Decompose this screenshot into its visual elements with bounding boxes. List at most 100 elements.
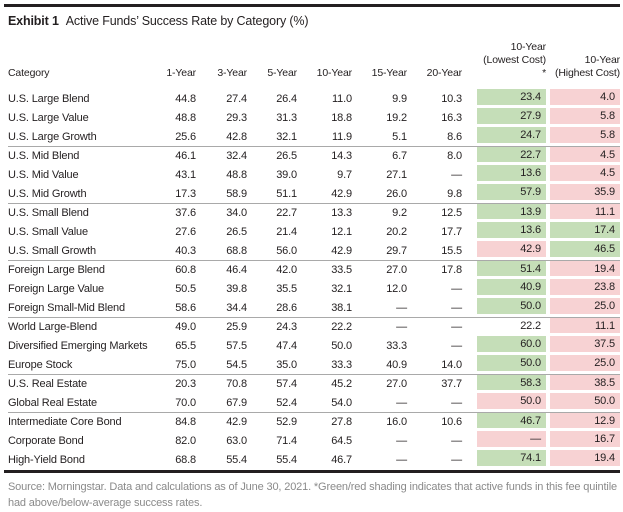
column-gap xyxy=(462,450,477,469)
value-cell: 57.4 xyxy=(247,374,297,393)
value-cell: 34.4 xyxy=(226,301,247,314)
value-cell: 9.9 xyxy=(392,92,407,105)
value-cell: — xyxy=(451,396,462,409)
lowest-cost-cell: 58.3 xyxy=(477,374,546,394)
table-row: Diversified Emerging Markets 65.5 57.5 47.4… xyxy=(8,336,620,356)
highest-cost-cell: 19.4 xyxy=(550,260,620,280)
column-gap xyxy=(462,165,477,184)
value-cell: — xyxy=(352,317,407,336)
lowest-cost-cell: 50.0 xyxy=(477,393,546,413)
table-row: U.S. Large Value 48.8 29.3 31.3 18.8 19.2 16.3… xyxy=(8,108,620,128)
value-cell: 57.5 xyxy=(226,339,247,352)
value-cell: 37.7 xyxy=(407,374,462,393)
column-gap xyxy=(462,146,477,165)
value-cell: 40.9 xyxy=(386,358,407,371)
category-cell: Global Real Estate xyxy=(8,396,98,409)
highest-cost-cell: 23.8 xyxy=(550,279,620,299)
value-cell: — xyxy=(451,168,462,181)
table-row: U.S. Mid Blend 46.1 32.4 26.5 14.3 6.7 8.0 22.7… xyxy=(8,146,620,166)
header-10-year-highest-cost: 10-Year (Highest Cost) xyxy=(550,41,620,89)
highest-cost-cell: 25.0 xyxy=(550,355,620,375)
column-gap xyxy=(462,203,477,222)
value-cell: 51.1 xyxy=(276,187,297,200)
column-gap xyxy=(546,412,550,431)
lowest-cost-cell: 74.1 xyxy=(477,450,546,470)
header-5-year: 5-Year xyxy=(267,67,297,80)
highest-cost-cell: 37.5 xyxy=(550,336,620,356)
source-note-line1: Source: Morningstar. Data and calculatio… xyxy=(8,481,617,494)
column-gap xyxy=(546,317,550,336)
highest-cost-cell: 38.5 xyxy=(550,374,620,394)
header-category: Category xyxy=(8,67,50,80)
table-row: Europe Stock 75.0 54.5 35.0 33.3 40.9 14.0 50.0… xyxy=(8,355,620,375)
table-row: High-Yield Bond 68.8 55.4 55.4 46.7 — — 74.1 19.… xyxy=(8,450,620,470)
table-row: Foreign Small-Mid Blend 58.6 34.4 28.6 38.1 —… xyxy=(8,298,620,318)
value-cell: 70.8 xyxy=(196,374,247,393)
success-rate-table: Category 1-Year 3-Year 5-Year 10-Year 15… xyxy=(8,41,620,470)
value-cell: 9.7 xyxy=(337,168,352,181)
lowest-cost-cell: 51.4 xyxy=(477,260,546,280)
value-cell: 22.2 xyxy=(297,317,352,336)
value-cell: 32.1 xyxy=(276,130,297,143)
exhibit-title: Exhibit 1 Active Funds’ Success Rate by C… xyxy=(8,14,620,28)
lowest-cost-cell: 13.6 xyxy=(477,165,546,185)
value-cell: 42.9 xyxy=(331,244,352,257)
highest-cost-cell: 50.0 xyxy=(550,393,620,413)
value-cell: 26.5 xyxy=(226,225,247,238)
column-gap xyxy=(462,355,477,374)
value-cell: 55.4 xyxy=(226,453,247,466)
column-gap xyxy=(462,222,477,241)
value-cell: 54.0 xyxy=(331,396,352,409)
highest-cost-cell: 19.4 xyxy=(550,450,620,470)
category-cell: U.S. Real Estate xyxy=(8,374,145,393)
value-cell: 29.7 xyxy=(386,244,407,257)
source-note: Source: Morningstar. Data and calculatio… xyxy=(8,480,620,512)
value-cell: 17.7 xyxy=(441,225,462,238)
value-cell: 38.1 xyxy=(331,301,352,314)
lowest-cost-cell: 24.7 xyxy=(477,127,546,147)
value-cell: — xyxy=(407,317,462,336)
value-cell: 54.5 xyxy=(226,358,247,371)
highest-cost-cell: 35.9 xyxy=(550,184,620,204)
column-gap xyxy=(546,374,550,393)
highest-cost-cell: 5.8 xyxy=(550,127,620,147)
value-cell: 27.0 xyxy=(352,374,407,393)
value-cell: 32.4 xyxy=(196,146,247,165)
value-cell: 9.8 xyxy=(447,187,462,200)
value-cell: 64.5 xyxy=(331,434,352,447)
category-cell: U.S. Small Value xyxy=(8,225,88,238)
value-cell: 46.7 xyxy=(331,453,352,466)
lowest-cost-cell: 42.9 xyxy=(477,241,546,261)
lowest-cost-cell: 13.9 xyxy=(477,203,546,223)
value-cell: 39.8 xyxy=(226,282,247,295)
column-gap xyxy=(462,241,477,260)
value-cell: 31.3 xyxy=(276,111,297,124)
table-body: U.S. Large Blend 44.8 27.4 26.4 11.0 9.9 10.3 2… xyxy=(8,89,620,470)
value-cell: 70.0 xyxy=(175,396,196,409)
header-10-year-lowest-cost: 10-Year (Lowest Cost) * xyxy=(477,41,546,89)
category-cell: Corporate Bond xyxy=(8,434,84,447)
value-cell: 65.5 xyxy=(175,339,196,352)
value-cell: 75.0 xyxy=(175,358,196,371)
highest-cost-cell: 12.9 xyxy=(550,412,620,432)
header-10-year: 10-Year xyxy=(316,67,352,80)
column-gap xyxy=(462,336,477,355)
value-cell: 27.8 xyxy=(297,412,352,431)
value-cell: 8.0 xyxy=(407,146,462,165)
header-lowest-line1: 10-Year xyxy=(510,41,546,53)
header-1-year: 1-Year xyxy=(166,67,196,80)
value-cell: 19.2 xyxy=(386,111,407,124)
header-20-year: 20-Year xyxy=(426,67,462,80)
value-cell: 9.2 xyxy=(352,203,407,222)
value-cell: 28.6 xyxy=(276,301,297,314)
table-row: Foreign Large Blend 60.8 46.4 42.0 33.5 27.0 1… xyxy=(8,260,620,280)
value-cell: 11.9 xyxy=(332,130,352,143)
category-cell: U.S. Large Blend xyxy=(8,92,90,105)
value-cell: 58.9 xyxy=(226,187,247,200)
table-row: U.S. Mid Growth 17.3 58.9 51.1 42.9 26.0 9.8 57… xyxy=(8,184,620,204)
column-gap xyxy=(462,108,477,127)
value-cell: 26.0 xyxy=(386,187,407,200)
value-cell: 48.8 xyxy=(226,168,247,181)
value-cell: 33.5 xyxy=(297,260,352,279)
